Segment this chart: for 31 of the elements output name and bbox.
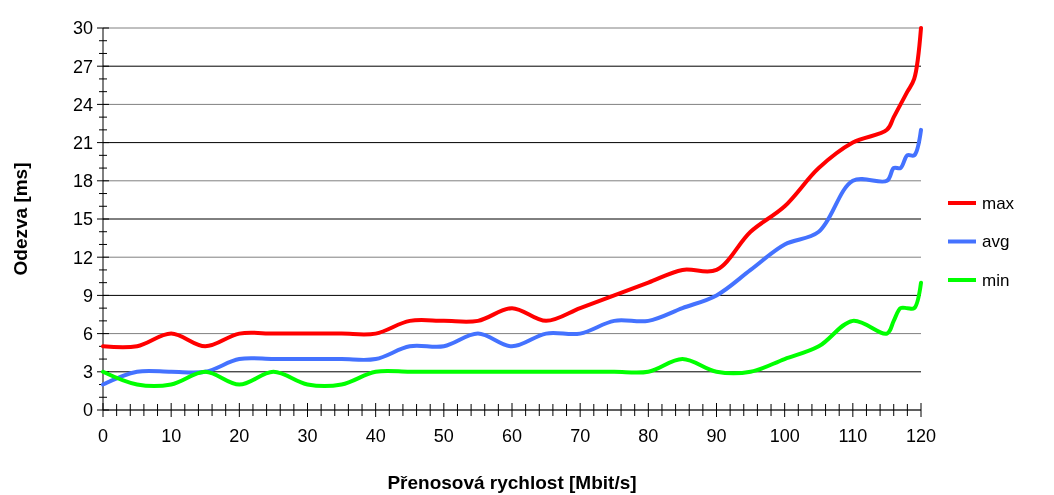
legend-label: min [982,270,1010,290]
y-tick-label: 18 [72,171,93,192]
y-tick-label: 9 [82,285,93,306]
x-tick-label: 90 [706,426,727,446]
y-tick-label: 3 [82,362,93,383]
x-tick-label: 40 [365,426,386,446]
y-tick-label: 6 [82,323,93,344]
x-tick-label: 110 [838,426,868,446]
y-tick-label: 24 [72,94,93,115]
y-tick-label: 30 [72,18,93,39]
y-axis-title: Odezva [ms] [10,162,31,276]
x-tick-label: 80 [638,426,659,446]
y-tick-label: 12 [72,247,93,268]
x-tick-label: 50 [433,426,454,446]
y-tick-label: 0 [82,400,93,421]
line-series [101,127,923,387]
x-tick-label: 30 [297,426,318,446]
x-tick-label: 10 [161,426,182,446]
x-tick-label: 120 [905,426,937,446]
legend-label: max [982,193,1015,213]
y-tick-label: 15 [72,209,93,230]
x-tick-label: 100 [769,426,800,446]
x-tick-label: 60 [501,426,523,446]
x-axis-title: Přenosová rychlost [Mbit/s] [387,472,637,493]
x-tick-label: 0 [97,426,109,446]
legend-label: avg [982,232,1010,252]
line-series [101,26,923,350]
y-tick-label: 21 [72,132,93,153]
x-tick-label: 70 [570,426,591,446]
x-tick-label: 20 [229,426,250,446]
y-tick-label: 27 [72,56,93,77]
